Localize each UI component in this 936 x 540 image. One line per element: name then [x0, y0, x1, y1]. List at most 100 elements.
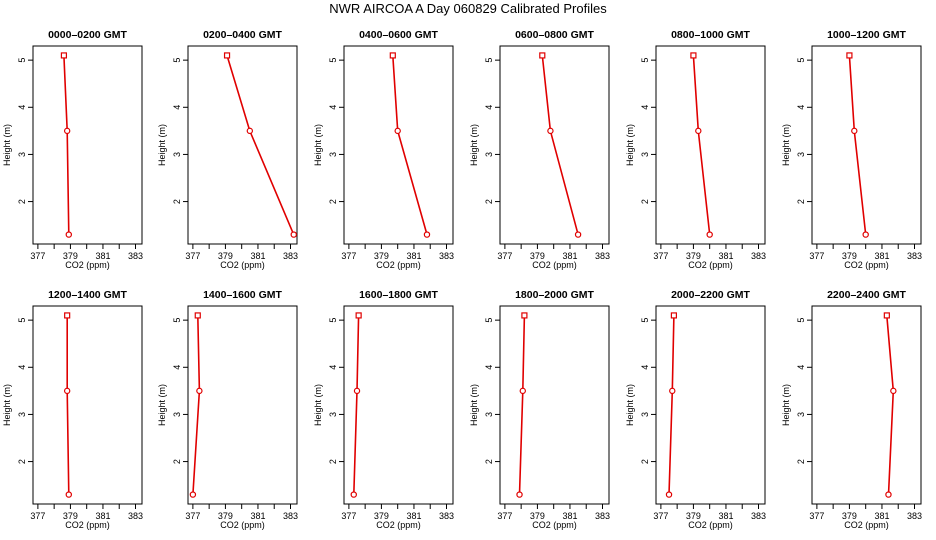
data-point: [670, 312, 677, 319]
x-tick-label: 383: [595, 251, 610, 261]
x-tick-label: 383: [907, 511, 922, 521]
profile-line: [848, 55, 867, 235]
panel-title: 1000–1200 GMT: [827, 29, 906, 41]
panel-title: 0200–0400 GMT: [203, 29, 282, 41]
x-tick-label: 381: [874, 251, 889, 261]
panel-title: 0000–0200 GMT: [48, 29, 127, 41]
y-axis-label: Height (m): [157, 384, 167, 426]
x-tick-label: 383: [439, 251, 454, 261]
data-point: [669, 387, 676, 395]
x-tick-label: 383: [283, 511, 298, 521]
panel-9: 1600–1800 GMT 377 379 381 383 CO2 (ppm) 2 3 4 5 He…: [313, 289, 454, 530]
x-tick-label: 381: [562, 511, 577, 521]
y-tick-label: 4: [796, 365, 806, 370]
panel-8: 1400–1600 GMT 377 379 381 383 CO2 (ppm) 2 3 4 5 He…: [157, 289, 298, 530]
y-tick-label: 2: [17, 459, 27, 464]
x-axis-label: CO2 (ppm): [376, 520, 421, 530]
profile-line: [692, 55, 711, 235]
x-tick-label: 377: [341, 511, 356, 521]
y-tick-label: 5: [484, 58, 494, 63]
x-tick-label: 381: [406, 251, 421, 261]
y-tick-label: 3: [484, 152, 494, 157]
x-tick-label: 379: [374, 511, 389, 521]
data-point: [574, 231, 582, 238]
panel-title: 1200–1400 GMT: [48, 289, 127, 301]
y-tick-label: 2: [172, 459, 182, 464]
x-tick-label: 377: [653, 511, 668, 521]
y-tick-label: 3: [328, 152, 338, 157]
plot-frame: [499, 45, 610, 245]
y-tick-label: 3: [796, 412, 806, 417]
plot-frame: [343, 305, 454, 505]
x-tick-label: 379: [530, 511, 545, 521]
profile-line: [668, 315, 675, 495]
panel-7: 1200–1400 GMT 377 379 381 383 CO2 (ppm) 2 3 4 5 He…: [2, 289, 143, 530]
panel-11: 2000–2200 GMT 377 379 381 383 CO2 (ppm) 2 3 4 5 He…: [625, 289, 766, 530]
plot-frame: [32, 305, 143, 505]
y-tick-label: 4: [640, 105, 650, 110]
profile-line: [886, 315, 895, 495]
x-tick-label: 381: [95, 251, 110, 261]
y-tick-label: 4: [484, 105, 494, 110]
plot-frame: [499, 305, 610, 505]
x-tick-label: 381: [718, 511, 733, 521]
x-tick-label: 377: [341, 251, 356, 261]
y-tick-label: 5: [796, 318, 806, 323]
panel-title: 2200–2400 GMT: [827, 289, 906, 301]
data-point: [883, 312, 890, 319]
plot-frame: [187, 305, 298, 505]
y-tick-label: 3: [484, 412, 494, 417]
y-axis-label: Height (m): [625, 124, 635, 166]
y-tick-label: 2: [796, 459, 806, 464]
panel-title: 1800–2000 GMT: [515, 289, 594, 301]
x-axis-label: CO2 (ppm): [688, 260, 733, 270]
panel-6: 1000–1200 GMT 377 379 381 383 CO2 (ppm) 2 3 4 5 He…: [781, 29, 922, 270]
y-tick-label: 5: [328, 58, 338, 63]
x-tick-label: 379: [374, 251, 389, 261]
y-tick-label: 4: [328, 365, 338, 370]
y-tick-label: 4: [172, 105, 182, 110]
panel-title: 1400–1600 GMT: [203, 289, 282, 301]
y-axis-label: Height (m): [781, 384, 791, 426]
x-tick-label: 381: [874, 511, 889, 521]
panel-3: 0400–0600 GMT 377 379 381 383 CO2 (ppm) 2 3 4 5 He…: [313, 29, 454, 270]
data-point: [65, 491, 72, 498]
figure-title: NWR AIRCOA A Day 060829 Calibrated Profi…: [329, 1, 607, 16]
y-tick-label: 2: [640, 199, 650, 204]
y-tick-label: 2: [172, 199, 182, 204]
y-tick-label: 5: [172, 58, 182, 63]
x-axis-label: CO2 (ppm): [65, 260, 110, 270]
x-tick-label: 381: [718, 251, 733, 261]
data-point: [547, 127, 554, 135]
profile-line: [392, 55, 428, 235]
x-tick-label: 383: [751, 251, 766, 261]
x-tick-label: 383: [751, 511, 766, 521]
y-tick-label: 5: [328, 318, 338, 323]
x-tick-label: 379: [63, 511, 78, 521]
x-tick-label: 379: [218, 251, 233, 261]
y-axis-label: Height (m): [2, 124, 12, 166]
data-point: [423, 231, 431, 238]
data-point: [189, 491, 197, 498]
x-axis-label: CO2 (ppm): [65, 520, 110, 530]
plot-frame: [655, 305, 766, 505]
x-tick-label: 377: [809, 251, 824, 261]
x-tick-label: 379: [686, 251, 701, 261]
data-point: [521, 312, 528, 319]
x-tick-label: 381: [562, 251, 577, 261]
data-point: [64, 312, 71, 319]
plot-frame: [811, 305, 922, 505]
data-point: [890, 387, 897, 395]
data-point: [63, 387, 71, 395]
y-tick-label: 3: [640, 412, 650, 417]
profile-line: [518, 315, 526, 495]
x-tick-label: 379: [842, 251, 857, 261]
panel-1: 0000–0200 GMT 377 379 381 383 CO2 (ppm) 2 3 4 5 He…: [2, 29, 143, 270]
y-tick-label: 2: [17, 199, 27, 204]
plot-frame: [811, 45, 922, 245]
plot-frame: [187, 45, 298, 245]
x-tick-label: 379: [218, 511, 233, 521]
x-tick-label: 381: [406, 511, 421, 521]
data-point: [246, 127, 254, 135]
y-tick-label: 3: [328, 412, 338, 417]
